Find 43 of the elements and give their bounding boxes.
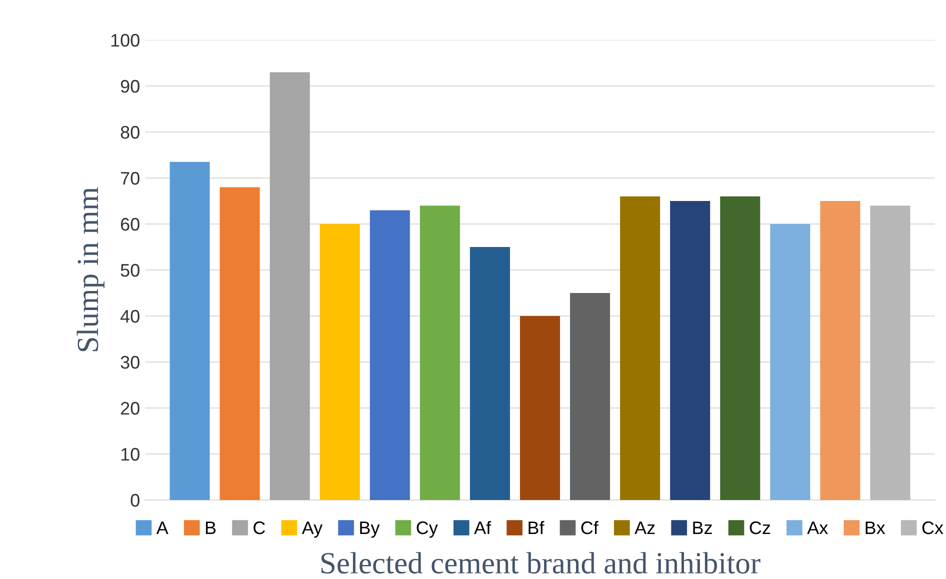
bar <box>220 187 260 500</box>
legend-label: Cy <box>416 521 438 538</box>
legend-label: Cx <box>922 521 944 534</box>
legend-label: Cz <box>750 521 770 534</box>
bar <box>270 72 310 500</box>
legend-label: By <box>360 522 380 538</box>
y-tick-label: 30 <box>120 356 140 369</box>
bar <box>670 201 710 500</box>
y-tick-label: 60 <box>120 218 140 231</box>
bar <box>620 196 660 500</box>
legend-label: Cf <box>581 520 598 534</box>
bar <box>720 196 760 500</box>
legend-label: Ax <box>807 522 828 534</box>
bar <box>420 206 460 500</box>
legend-label: Af <box>474 520 492 534</box>
y-tick-label: 0 <box>130 494 140 507</box>
legend-label: C <box>254 521 266 534</box>
bar <box>470 247 510 500</box>
y-axis-title: Slump in mm <box>76 187 104 352</box>
bar <box>820 201 860 500</box>
bar <box>870 206 910 500</box>
y-tick-label: 100 <box>111 34 140 47</box>
bar <box>520 316 560 500</box>
y-tick-label: 20 <box>120 402 140 415</box>
bar <box>170 162 210 500</box>
bar <box>570 293 610 500</box>
y-tick-label: 40 <box>120 310 140 323</box>
legend-label: B <box>206 522 216 534</box>
legend-label: Az <box>634 522 655 534</box>
bar <box>770 224 810 500</box>
y-tick-label: 90 <box>120 80 140 93</box>
y-tick-label: 70 <box>120 172 140 185</box>
y-tick-label: 80 <box>120 126 140 139</box>
legend-label: A <box>156 522 168 534</box>
y-tick-label: 50 <box>120 264 140 277</box>
bar <box>370 210 410 500</box>
bar <box>320 224 360 500</box>
legend-label: Bz <box>693 522 712 534</box>
legend-label: Bx <box>866 522 886 534</box>
legend-label: Ay <box>302 522 323 538</box>
y-tick-label: 10 <box>121 448 140 461</box>
x-axis-title: Selected cement brand and inhibitor <box>321 552 760 574</box>
legend-label: Bf <box>528 520 544 534</box>
